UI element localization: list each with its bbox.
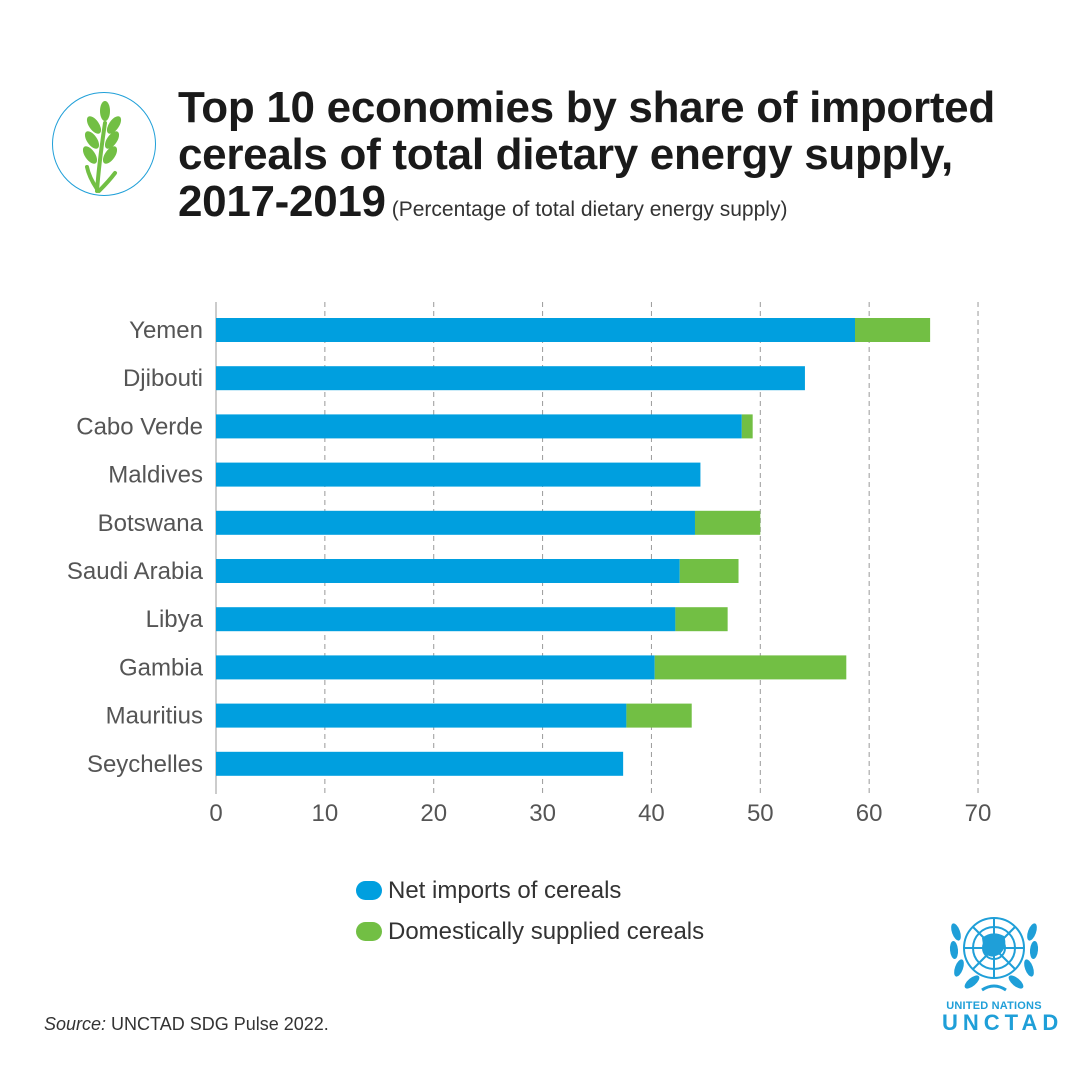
bar-chart: 0 10 20 30 40 50 60 70 Yemen Djibouti Cabo Verde Ma… (67, 302, 992, 827)
bar-net-imports (216, 655, 655, 680)
org-acronym: UNCTAD (942, 1010, 1064, 1035)
legend-swatch-net-imports (356, 881, 382, 900)
bar-net-imports (216, 510, 695, 535)
category-label: Gambia (119, 654, 204, 681)
source-note: Source: UNCTAD SDG Pulse 2022. (44, 1014, 329, 1035)
legend-item-domestic: Domestically supplied cereals (356, 911, 704, 952)
chart-title: Top 10 economies by share of imported ce… (178, 84, 1068, 233)
org-name: UNITED NATIONS (946, 1000, 1042, 1012)
category-label: Botswana (98, 510, 204, 537)
x-tick-label: 20 (420, 800, 447, 827)
wheat-icon (82, 101, 122, 193)
source-label: Source: (44, 1014, 107, 1034)
x-tick-label: 10 (312, 800, 339, 827)
x-tick-label: 30 (529, 800, 556, 827)
category-label: Maldives (108, 462, 203, 489)
bar-domestic (675, 607, 728, 632)
x-tick-label: 70 (965, 800, 992, 827)
bar-net-imports (216, 751, 624, 776)
x-tick-label: 50 (747, 800, 774, 827)
bar-net-imports (216, 318, 856, 342)
category-label: Yemen (129, 317, 203, 344)
bar-net-imports (216, 559, 680, 583)
bar-domestic (694, 510, 761, 535)
x-tick-label: 0 (209, 800, 222, 827)
category-label: Libya (146, 606, 204, 633)
category-label: Mauritius (106, 703, 203, 730)
legend-swatch-domestic (356, 922, 382, 941)
bar-domestic (679, 559, 739, 583)
category-label: Cabo Verde (76, 413, 203, 440)
title-line-2: cereals of total dietary energy supply, (178, 130, 953, 179)
bar-net-imports (216, 462, 701, 487)
title-line-1: Top 10 economies by share of imported (178, 83, 995, 132)
bar-net-imports (216, 607, 676, 632)
wheat-logo (52, 92, 156, 196)
x-tick-label: 40 (638, 800, 665, 827)
legend-item-net-imports: Net imports of cereals (356, 870, 704, 911)
legend-label-domestic: Domestically supplied cereals (388, 917, 705, 945)
category-label: Djibouti (123, 365, 203, 392)
bar-net-imports (216, 703, 627, 728)
category-label: Saudi Arabia (67, 558, 204, 585)
bar-domestic (855, 318, 931, 342)
bar-net-imports (216, 414, 742, 439)
category-label: Seychelles (87, 751, 203, 778)
chart-subtitle: (Percentage of total dietary energy supp… (391, 198, 788, 221)
bar-net-imports (216, 366, 805, 391)
unctad-logo: UNITED NATIONS UNCTAD (938, 902, 1064, 1035)
chart-legend: Net imports of cereals Domestically supp… (356, 870, 704, 952)
un-emblem-icon (949, 917, 1039, 992)
title-line-3: 2017-2019 (178, 177, 386, 226)
x-tick-label: 60 (856, 800, 883, 827)
bar-domestic (626, 703, 692, 728)
source-text: UNCTAD SDG Pulse 2022. (106, 1014, 329, 1034)
legend-label-net-imports: Net imports of cereals (388, 876, 622, 904)
bar-domestic (741, 414, 753, 439)
bar-domestic (654, 655, 847, 680)
